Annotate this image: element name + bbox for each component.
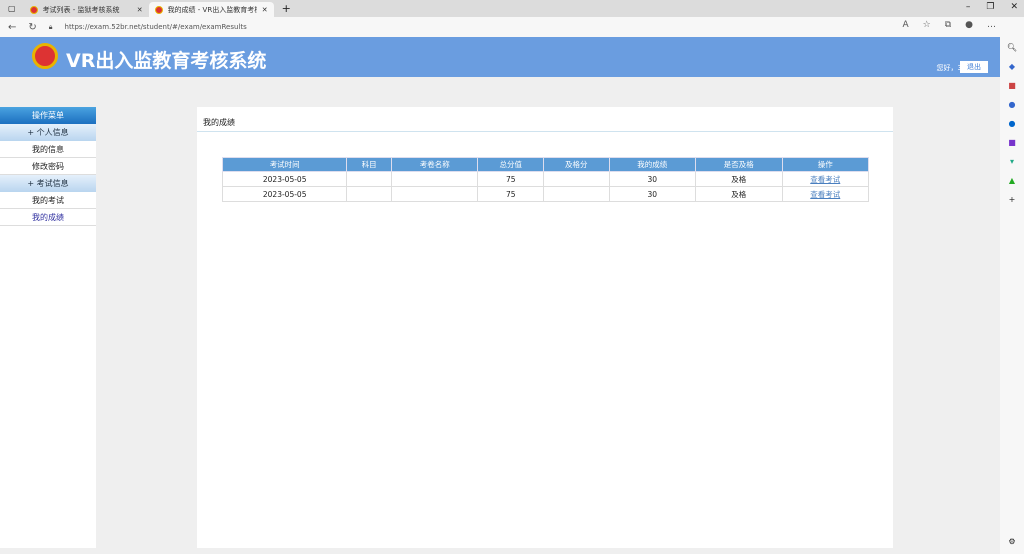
menu-group-personal[interactable]: + 个人信息 — [0, 124, 96, 141]
new-tab-icon[interactable]: + — [281, 2, 291, 15]
app-title: VR出入监教育考核系统 — [66, 50, 267, 72]
menu-item-my-scores[interactable]: 我的成绩 — [0, 209, 96, 226]
tree-icon[interactable]: ▲ — [1008, 176, 1016, 185]
browser-tab[interactable]: 考试列表 - 监狱考核系统 ✕ — [24, 2, 149, 17]
shopping-icon[interactable]: ▾ — [1009, 157, 1014, 166]
url-input[interactable]: https://exam.52br.net/student/#/exam/exa… — [64, 23, 247, 31]
column-header: 是否及格 — [695, 157, 783, 172]
tag-icon[interactable]: ◆ — [1008, 62, 1016, 71]
column-header: 总分值 — [477, 157, 545, 172]
lock-icon: 🔒︎ — [48, 22, 53, 31]
view-exam-link[interactable]: 查看考试 — [810, 174, 841, 184]
back-icon[interactable]: ← — [8, 21, 17, 33]
police-emblem-logo — [32, 43, 58, 69]
edit-icon[interactable]: ■ — [1008, 138, 1016, 147]
cell-paper — [390, 171, 479, 187]
column-header: 我的成绩 — [608, 157, 697, 172]
content-panel: 我的成绩 考试时间 科目 考卷名称 总分值 及格分 我的成绩 是否及格 操作 2… — [197, 107, 893, 548]
table-row: 2023-05-05 75 30 及格 查看考试 — [221, 171, 869, 187]
collections-icon[interactable]: ⧉ — [944, 20, 952, 30]
column-header: 科目 — [346, 157, 392, 172]
favicon-icon — [154, 5, 163, 14]
user-greeting: 您好，3 — [936, 64, 962, 72]
add-icon[interactable]: + — [1008, 195, 1016, 204]
cell-my-score: 30 — [608, 171, 697, 187]
office-icon[interactable]: ● — [1008, 100, 1016, 109]
cell-total: 75 — [477, 186, 545, 202]
browser-tab-active[interactable]: 我的成绩 - VR出入监教育考核系统✕ — [148, 2, 274, 17]
table-row: 2023-05-05 75 30 及格 查看考试 — [221, 186, 869, 202]
address-bar: ← ↻ 🔒︎ https://exam.52br.net/student/#/e… — [0, 17, 1024, 37]
cell-pass-score — [543, 171, 610, 187]
edge-sidebar: 🔍︎ ◆ ■ ● ● ■ ▾ ▲ + ⚙ — [1000, 37, 1024, 554]
side-menu: 操作菜单 + 个人信息 我的信息 修改密码 + 考试信息 我的考试 我的成绩 — [0, 107, 96, 548]
tools-icon[interactable]: ■ — [1008, 81, 1016, 90]
menu-item-my-info[interactable]: 我的信息 — [0, 141, 96, 158]
cell-time: 2023-05-05 — [221, 186, 348, 202]
app-header: VR出入监教育考核系统 您好，3 退出 — [0, 37, 1000, 77]
view-exam-link[interactable]: 查看考试 — [810, 189, 841, 199]
refresh-icon[interactable]: ↻ — [28, 21, 37, 33]
favicon-icon — [29, 5, 38, 14]
read-aloud-icon[interactable]: A — [902, 20, 909, 30]
profile-icon[interactable]: ● — [965, 20, 973, 30]
close-window-icon[interactable]: ✕ — [1010, 2, 1018, 12]
results-table: 考试时间 科目 考卷名称 总分值 及格分 我的成绩 是否及格 操作 2023-0… — [221, 157, 869, 202]
cell-pass-score — [543, 186, 610, 202]
close-tab-icon[interactable]: ✕ — [261, 5, 268, 14]
cell-passed: 及格 — [695, 171, 783, 187]
column-header: 考试时间 — [221, 157, 348, 172]
tab-actions-icon[interactable]: ▢ — [8, 4, 16, 13]
column-header: 考卷名称 — [390, 157, 479, 172]
restore-icon[interactable]: ❐ — [986, 2, 995, 12]
menu-title: 操作菜单 — [0, 107, 96, 124]
cell-time: 2023-05-05 — [221, 171, 348, 187]
favorites-icon[interactable]: ☆ — [922, 20, 931, 30]
menu-item-change-password[interactable]: 修改密码 — [0, 158, 96, 175]
cell-subject — [346, 186, 392, 202]
cell-subject — [346, 171, 392, 187]
minimize-icon[interactable]: – — [965, 2, 971, 12]
cell-my-score: 30 — [608, 186, 697, 202]
search-icon[interactable]: 🔍︎ — [1006, 43, 1018, 52]
menu-item-my-exams[interactable]: 我的考试 — [0, 192, 96, 209]
settings-icon[interactable]: ⚙ — [1008, 537, 1016, 546]
column-header: 及格分 — [543, 157, 610, 172]
outlook-icon[interactable]: ● — [1008, 119, 1016, 128]
cell-passed: 及格 — [695, 186, 783, 202]
close-tab-icon[interactable]: ✕ — [136, 5, 143, 14]
page-title: 我的成绩 — [197, 107, 893, 132]
tab-bar: ▢ 考试列表 - 监狱考核系统✕ 我的成绩 - VR出入监教育考核系统✕ + –… — [0, 0, 1024, 17]
more-icon[interactable]: … — [987, 20, 996, 30]
menu-group-exam[interactable]: + 考试信息 — [0, 175, 96, 192]
logout-button[interactable]: 退出 — [960, 61, 988, 73]
cell-paper — [390, 186, 479, 202]
cell-total: 75 — [477, 171, 545, 187]
column-header: 操作 — [781, 157, 869, 172]
